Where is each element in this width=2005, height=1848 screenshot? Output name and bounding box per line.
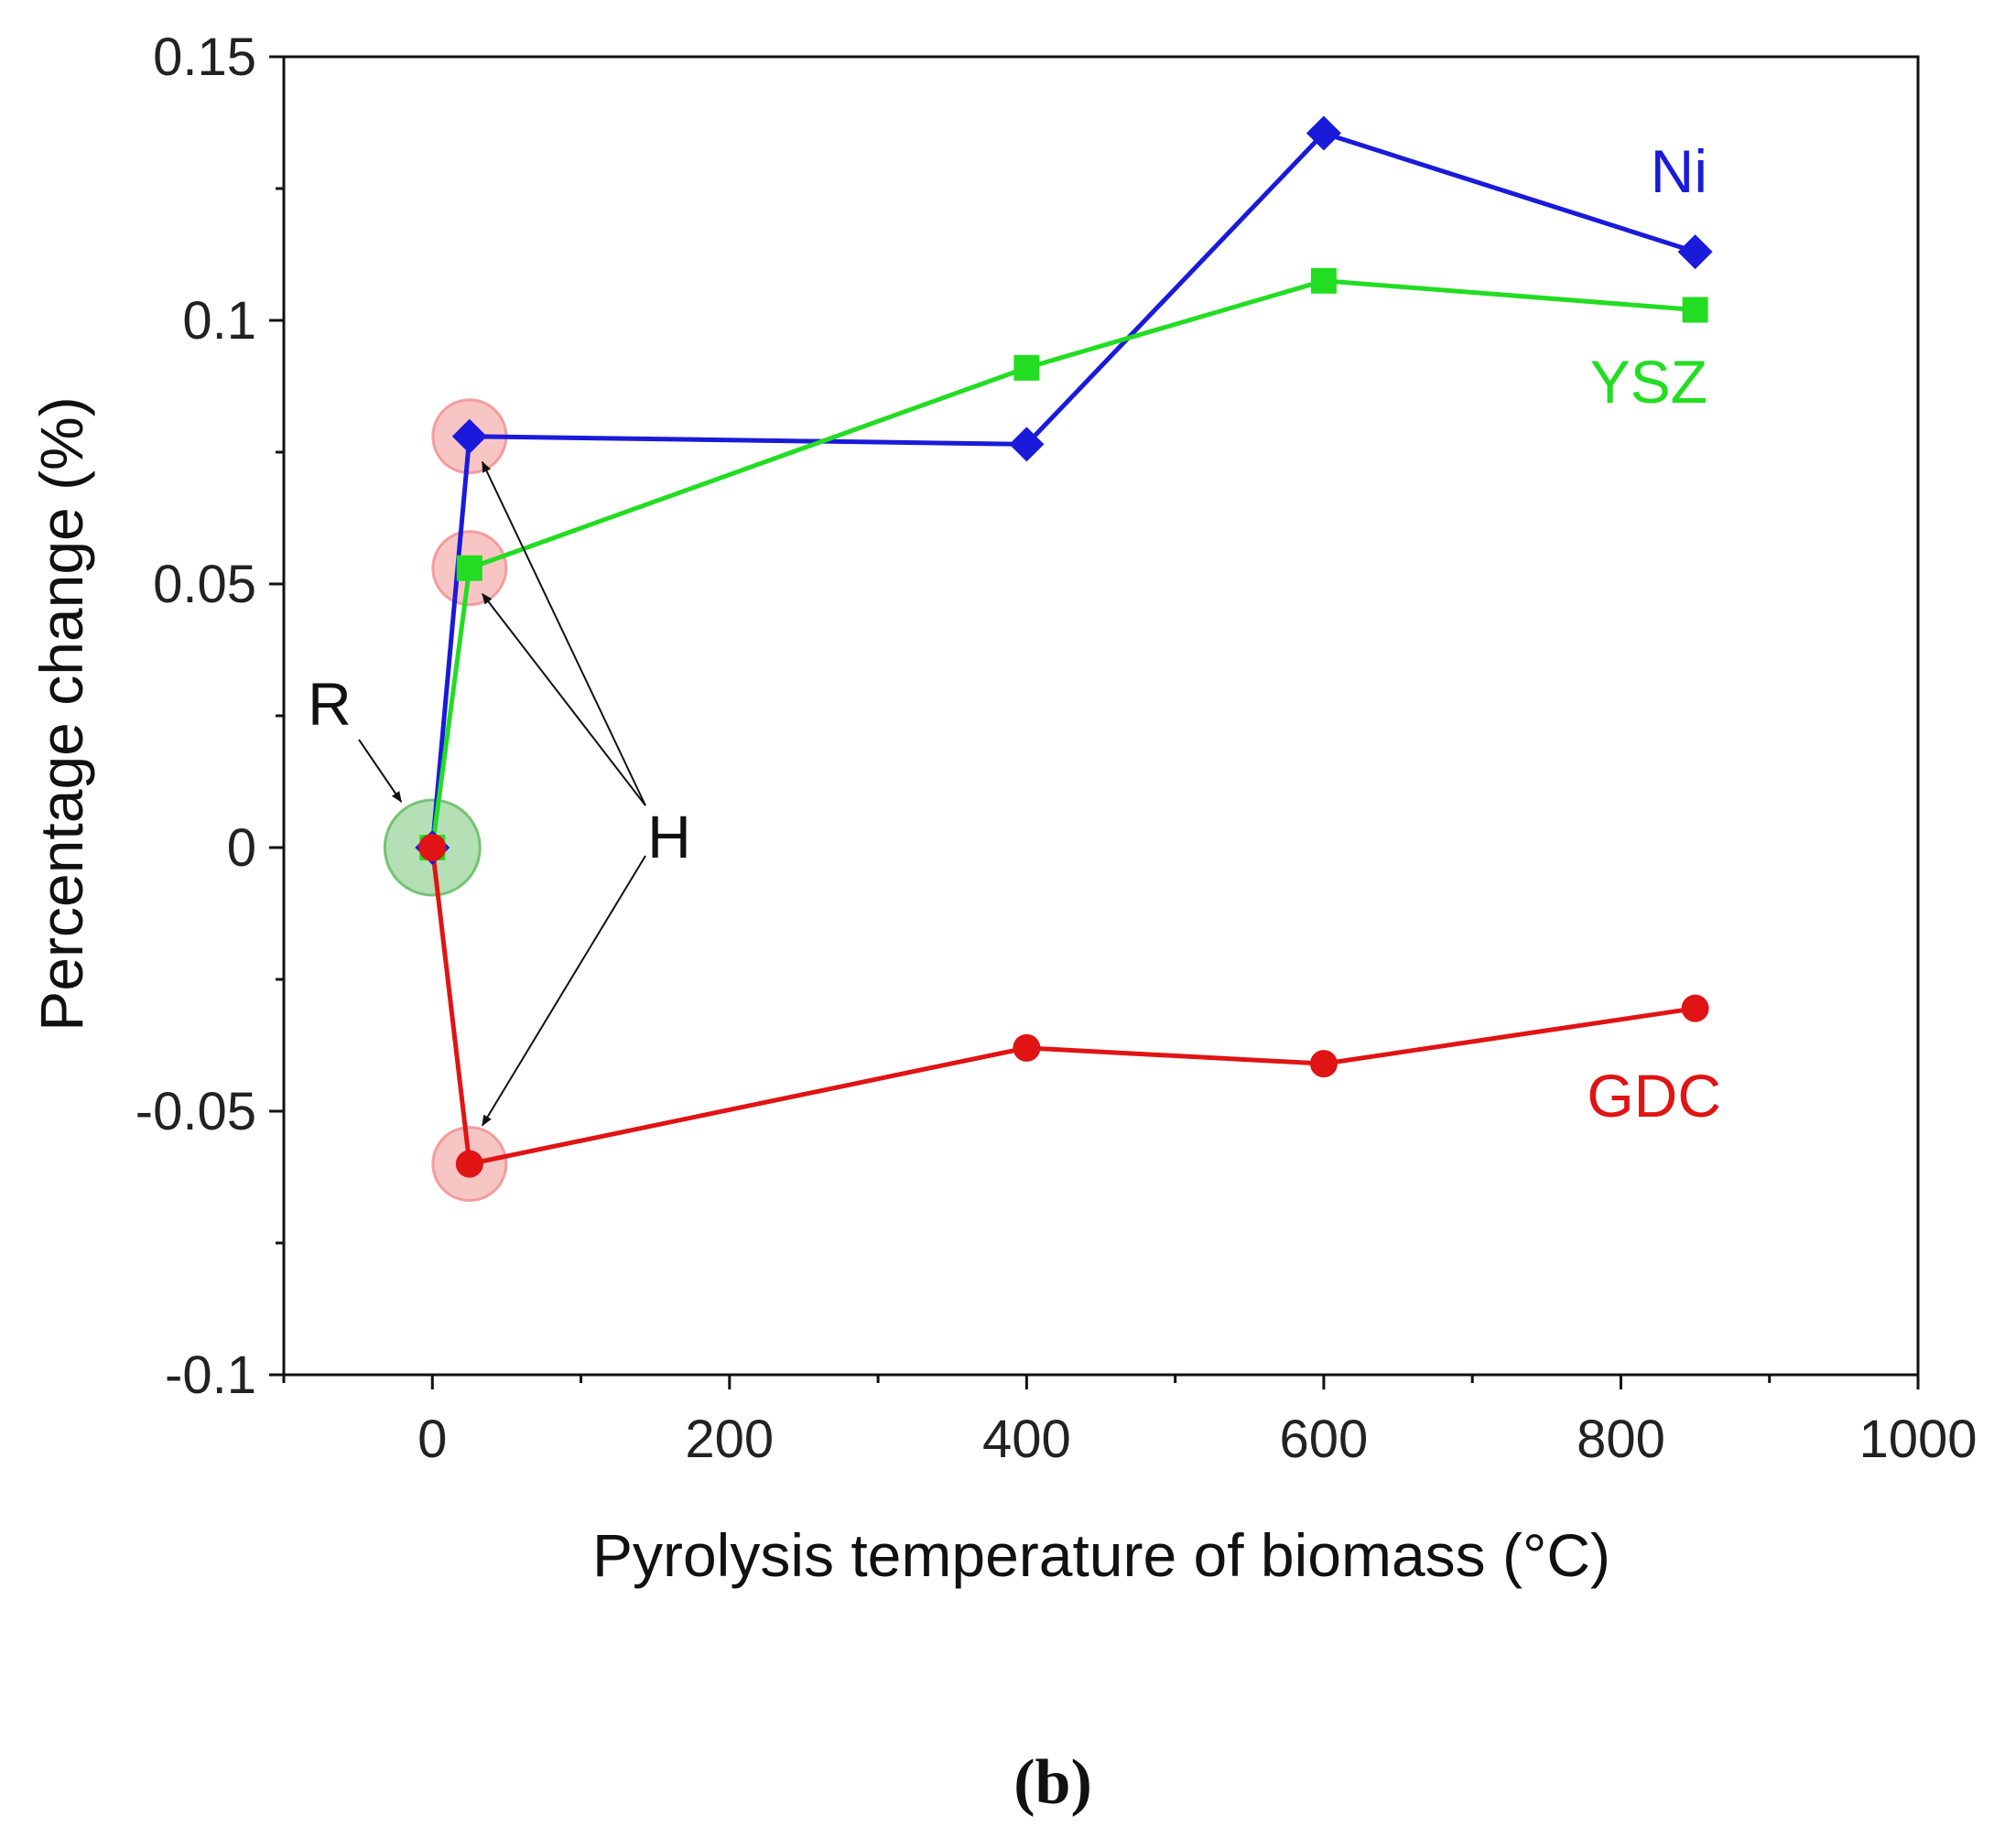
series-label-ni: Ni (1651, 137, 1707, 205)
data-point-gdc (1309, 1050, 1338, 1078)
data-point-gdc (418, 834, 447, 861)
x-tick-label: 200 (685, 1410, 774, 1469)
y-tick-label: -0.05 (135, 1082, 256, 1141)
data-point-ni (1306, 115, 1341, 151)
data-point-gdc (1681, 994, 1709, 1022)
data-point-ni (1677, 234, 1713, 270)
highlight-circles (383, 398, 508, 1203)
tick-labels: 0 200 400 600 800 1000 -0.1 -0.05 0 0.05 0.1 0.15 (135, 27, 1978, 1469)
series-label-gdc: GDC (1587, 1062, 1721, 1129)
annotation-h: H (647, 803, 691, 870)
x-axis-title: Pyrolysis temperature of biomass (°C) (592, 1521, 1610, 1589)
series-line-ni (429, 131, 1696, 848)
data-point-ysz (456, 555, 482, 581)
series-lines (429, 131, 1696, 1167)
y-tick-label: 0 (227, 818, 256, 878)
annotation-r: R (308, 670, 352, 738)
x-tick-label: 1000 (1859, 1410, 1977, 1469)
x-tick-label: 400 (982, 1410, 1071, 1469)
panel-label: (b) (1013, 1747, 1092, 1818)
y-tick-label: 0.05 (153, 555, 256, 614)
data-point-gdc (455, 1150, 483, 1178)
y-axis-title: Percentage change (%) (27, 396, 95, 1031)
annotation-h-arrow (481, 855, 646, 1127)
series-line-ysz (429, 278, 1696, 848)
x-tick-label: 0 (417, 1410, 447, 1469)
annotation-h-arrow (481, 460, 646, 806)
y-tick-label: -0.1 (165, 1345, 256, 1405)
data-point-ysz (1310, 267, 1337, 294)
annotations: RH (308, 460, 691, 1127)
x-tick-label: 800 (1577, 1410, 1665, 1469)
data-point-ni (451, 418, 487, 454)
series-labels: Ni YSZ GDC (1587, 137, 1721, 1129)
y-tick-label: 0.1 (182, 291, 256, 351)
series-label-ysz: YSZ (1590, 348, 1707, 416)
data-point-ysz (1682, 297, 1708, 323)
plot-frame (282, 55, 1920, 1377)
annotation-h-arrow (482, 592, 646, 806)
x-tick-label: 600 (1280, 1410, 1369, 1469)
data-point-ni (1009, 427, 1045, 462)
axis-ticks (269, 55, 1920, 1389)
data-point-gdc (1013, 1033, 1041, 1062)
annotation-r-arrow (358, 739, 403, 803)
y-tick-label: 0.15 (153, 27, 256, 87)
data-point-ysz (1013, 354, 1040, 381)
series-markers (415, 115, 1713, 1178)
